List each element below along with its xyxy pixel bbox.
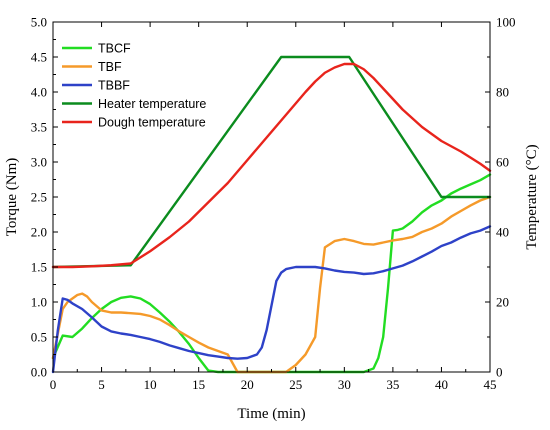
x-tick-label: 10 <box>144 377 157 392</box>
legend-label-2: TBBF <box>98 79 130 93</box>
right-y-axis-title: Temperature (°C) <box>524 144 540 249</box>
y-left-tick-label: 3.0 <box>31 155 47 170</box>
y-right-tick-label: 40 <box>496 225 509 240</box>
y-left-tick-label: 3.5 <box>31 120 47 135</box>
x-tick-label: 45 <box>484 377 497 392</box>
series-line-0 <box>51 173 492 374</box>
x-tick-label: 40 <box>435 377 448 392</box>
x-tick-label: 25 <box>289 377 302 392</box>
x-tick-label: 35 <box>386 377 399 392</box>
y-left-tick-label: 5.0 <box>31 15 47 30</box>
y-left-tick-label: 1.0 <box>31 295 47 310</box>
y-left-tick-label: 4.5 <box>31 50 47 65</box>
y-right-tick-label: 0 <box>496 365 503 380</box>
legend-label-0: TBCF <box>98 42 131 56</box>
x-tick-label: 15 <box>192 377 205 392</box>
y-left-tick-label: 0.0 <box>31 365 47 380</box>
series-line-2 <box>51 225 492 374</box>
plot-frame <box>52 21 491 373</box>
series-line-1 <box>51 195 492 374</box>
y-left-tick-label: 2.0 <box>31 225 47 240</box>
y-left-tick-label: 4.0 <box>31 85 47 100</box>
y-right-tick-label: 80 <box>496 85 509 100</box>
left-y-axis-title: Torque (Nm) <box>4 158 20 237</box>
y-left-tick-label: 0.5 <box>31 330 47 345</box>
legend-label-1: TBF <box>98 60 122 74</box>
y-right-tick-label: 100 <box>496 15 516 30</box>
legend: TBCF TBF TBBF Heater temperature Dough tempe… <box>62 42 206 130</box>
y-right-tick-label: 20 <box>496 295 509 310</box>
x-axis-title: Time (min) <box>237 406 305 422</box>
y-left-tick-label: 1.5 <box>31 260 47 275</box>
y-right-tick-label: 60 <box>496 155 509 170</box>
series-line-4 <box>51 62 492 269</box>
x-tick-label: 5 <box>98 377 105 392</box>
legend-label-3: Heater temperature <box>98 97 206 111</box>
y-left-tick-label: 2.5 <box>31 190 47 205</box>
axis-ticks: 0 5 10 15 20 25 30 35 40 45 0.0 0.5 1.0 1.5 2.0 2.5 3.0 3… <box>31 15 516 393</box>
legend-label-4: Dough temperature <box>98 116 206 130</box>
x-tick-label: 20 <box>241 377 254 392</box>
x-tick-label: 30 <box>338 377 351 392</box>
x-tick-label: 0 <box>50 377 57 392</box>
